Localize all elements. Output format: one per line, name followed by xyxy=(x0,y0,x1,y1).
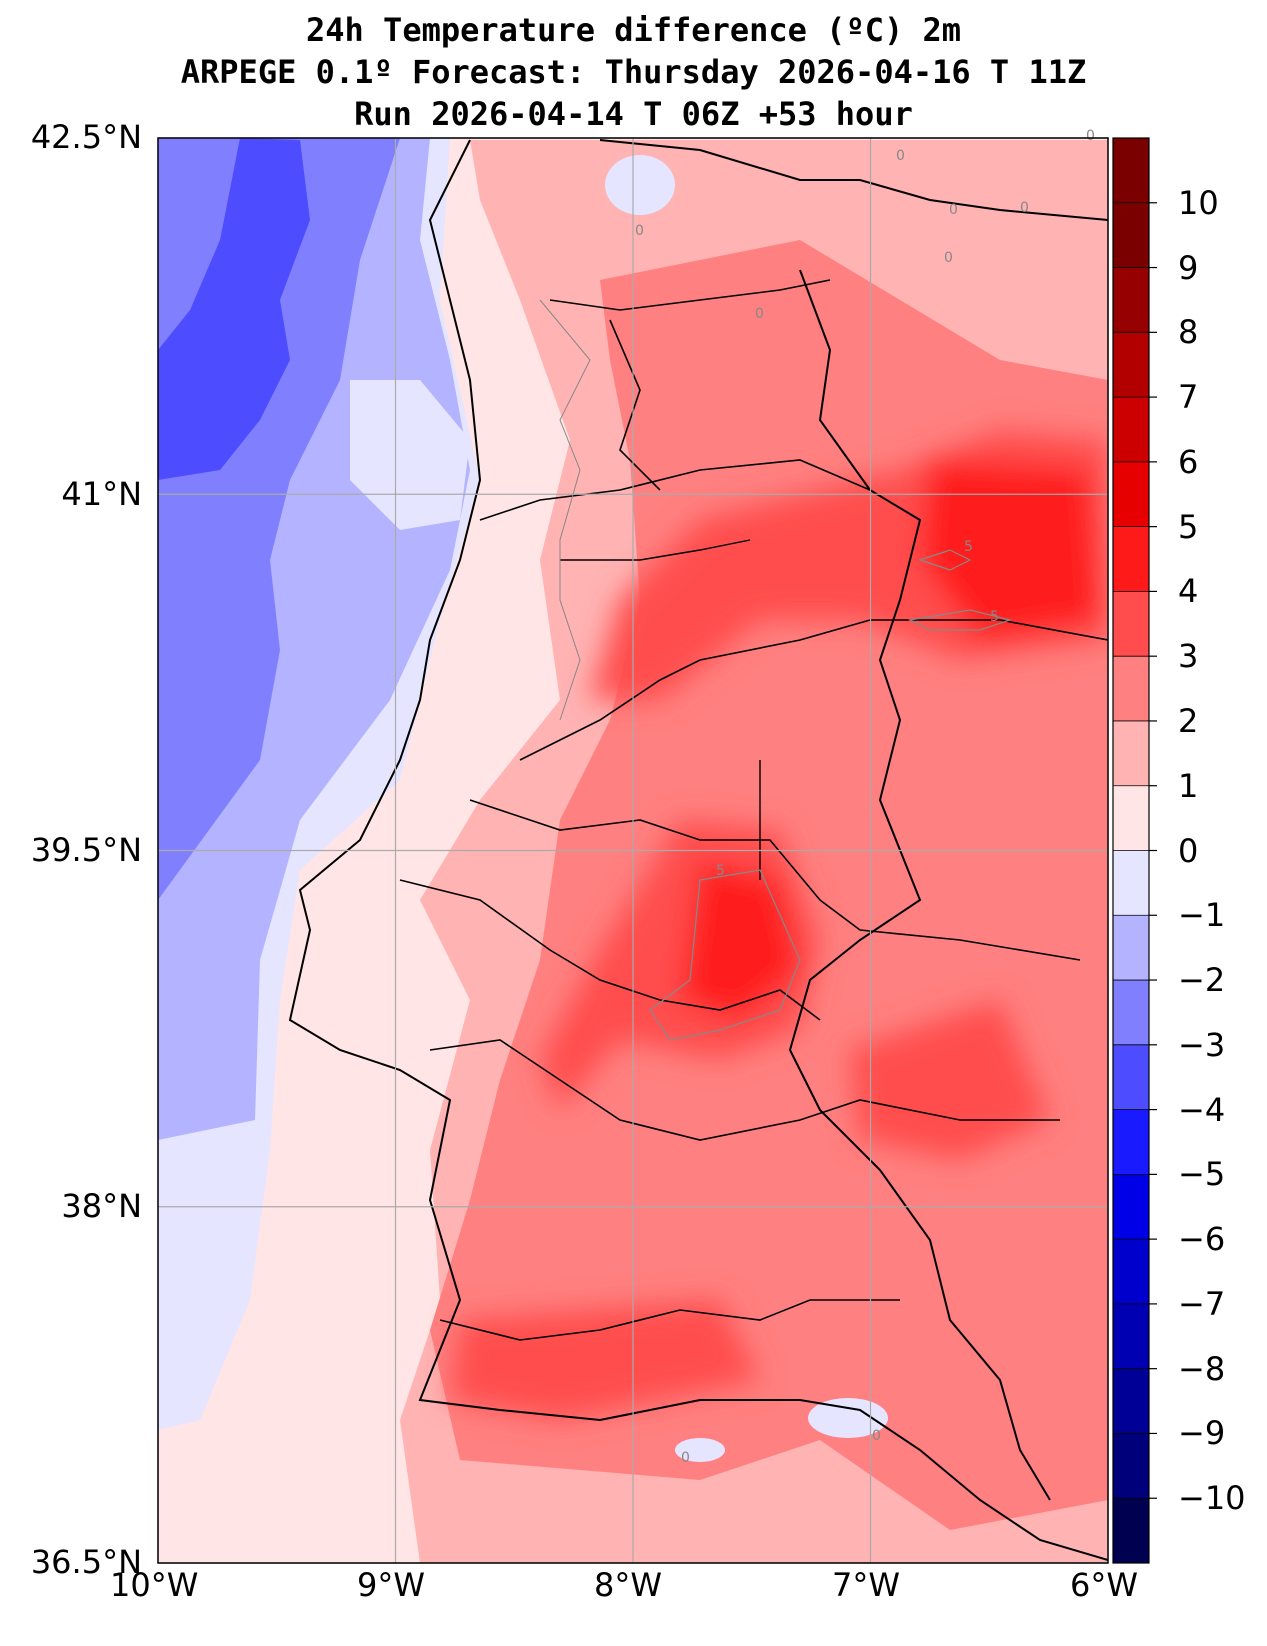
lon-label-6w: 6°W xyxy=(1070,1566,1138,1604)
region-border-3 xyxy=(469,799,1081,961)
lon-label-9w: 9°W xyxy=(357,1566,425,1604)
map-frame xyxy=(157,137,1109,1564)
lon-label-8w: 8°W xyxy=(594,1566,662,1604)
hot-core-ne xyxy=(920,460,1100,640)
cold-spot-2 xyxy=(808,1398,888,1438)
colorbar-segment xyxy=(1113,1303,1149,1370)
contour-5-central xyxy=(649,869,801,1041)
colorbar-tick-label: 6 xyxy=(1178,442,1199,481)
hot-area-south xyxy=(450,1300,760,1420)
contour-label: 0 xyxy=(944,250,953,266)
contour-label: 5 xyxy=(716,863,725,879)
colorbar-tick-label: −5 xyxy=(1178,1155,1226,1194)
title-line-1: 24h Temperature difference (ºC) 2m xyxy=(305,11,962,49)
lon-label-10w: 10°W xyxy=(110,1566,199,1604)
colorbar-tick-label: 9 xyxy=(1178,248,1199,287)
colorbar-tick-label: 0 xyxy=(1178,831,1199,870)
title-line-3: Run 2026-04-14 T 06Z +53 hour xyxy=(354,95,913,133)
colorbar-tick-label: 8 xyxy=(1178,313,1199,352)
colorbar-segment xyxy=(1113,526,1149,592)
contour-labels: 0 0 0 0 0 0 0 5 5 5 0 0 xyxy=(635,128,1095,1466)
colorbar-segment xyxy=(1113,915,1149,981)
region-border-8 xyxy=(609,319,661,491)
colorbar-tick-label: −8 xyxy=(1178,1349,1226,1388)
contour-label: 5 xyxy=(964,539,973,555)
colorbar-segment xyxy=(1113,980,1149,1046)
hot-core-central xyxy=(680,860,800,1020)
colorbar-frame xyxy=(1112,137,1150,1564)
region-border-1 xyxy=(479,459,871,521)
cold-spot-1 xyxy=(605,155,675,215)
contour-label: 0 xyxy=(635,223,644,239)
contour-label: 0 xyxy=(1020,200,1029,216)
colorbar-tick-label: −7 xyxy=(1178,1284,1226,1323)
colorbar xyxy=(1113,138,1157,1564)
cold-spot-3 xyxy=(675,1438,725,1462)
colorbar-tick-label: −3 xyxy=(1178,1025,1226,1064)
colorbar-segment xyxy=(1113,1498,1149,1564)
colorbar-segment xyxy=(1113,1368,1149,1434)
region-border-6 xyxy=(439,1299,900,1341)
contour-5-ne xyxy=(918,549,972,571)
colorbar-tick-label: 10 xyxy=(1178,183,1219,222)
colorbar-tick-label: 2 xyxy=(1178,701,1199,740)
colorbar-segment xyxy=(1113,1044,1149,1111)
colorbar-segment xyxy=(1113,850,1149,916)
lat-label-42-5: 42.5°N xyxy=(30,118,142,156)
colorbar-segment xyxy=(1113,138,1149,204)
colorbar-segment xyxy=(1113,332,1149,398)
contour-label: 0 xyxy=(681,1450,690,1466)
colorbar-tick-label: −9 xyxy=(1178,1414,1226,1453)
contour-label: 0 xyxy=(1086,128,1095,144)
colorbar-tick-label: −6 xyxy=(1178,1220,1226,1259)
title-line-2: ARPEGE 0.1º Forecast: Thursday 2026-04-1… xyxy=(180,53,1087,91)
colorbar-segment xyxy=(1113,591,1149,657)
colorbar-segment xyxy=(1113,397,1149,463)
coastline xyxy=(288,139,1108,1561)
colorbar-tick-label: 4 xyxy=(1178,572,1199,611)
contour-5-ne-2 xyxy=(908,609,1013,631)
contour-0-coast xyxy=(539,299,591,721)
colorbar-tick-label: 3 xyxy=(1178,637,1199,676)
colorbar-tick-label: −4 xyxy=(1178,1090,1226,1129)
colorbar-segment xyxy=(1113,1433,1149,1499)
colorbar-tick-label: −2 xyxy=(1178,961,1226,1000)
contour-label: 0 xyxy=(896,148,905,164)
region-border-4 xyxy=(399,879,821,1021)
colorbar-tick-label: 1 xyxy=(1178,766,1199,805)
region-border-5 xyxy=(429,1039,1060,1141)
lat-label-41: 41°N xyxy=(61,475,142,513)
colorbar-segment xyxy=(1113,1109,1149,1175)
colorbar-segment xyxy=(1113,1174,1149,1240)
contour-label: 0 xyxy=(949,202,958,218)
lon-label-7w: 7°W xyxy=(832,1566,900,1604)
colorbar-tick-label: −10 xyxy=(1178,1479,1246,1518)
border-east xyxy=(788,269,1051,1501)
colorbar-segment xyxy=(1113,461,1149,528)
lat-label-36-5: 36.5°N xyxy=(30,1543,142,1581)
region-border-7 xyxy=(549,279,831,311)
colorbar-tick-label: 5 xyxy=(1178,507,1199,546)
contour-label: 0 xyxy=(872,1428,881,1444)
ocean-core xyxy=(158,138,310,480)
region-border-9 xyxy=(560,539,751,561)
colorbar-segment xyxy=(1113,1239,1149,1305)
border-north xyxy=(599,139,1108,221)
lat-label-38: 38°N xyxy=(61,1187,142,1225)
colorbar-segment xyxy=(1113,267,1149,333)
colorbar-tick-label: −1 xyxy=(1178,896,1226,935)
colorbar-segment xyxy=(1113,785,1149,851)
colorbar-segment xyxy=(1113,656,1149,722)
colorbar-segment xyxy=(1113,720,1149,787)
colorbar-segment xyxy=(1113,202,1149,269)
contour-label: 5 xyxy=(990,609,999,625)
colorbar-tick-label: 7 xyxy=(1178,378,1199,417)
contour-label: 0 xyxy=(755,306,764,322)
ocean-pocket xyxy=(350,380,470,530)
lat-label-39-5: 39.5°N xyxy=(30,831,142,869)
region-border-2 xyxy=(519,619,1108,761)
